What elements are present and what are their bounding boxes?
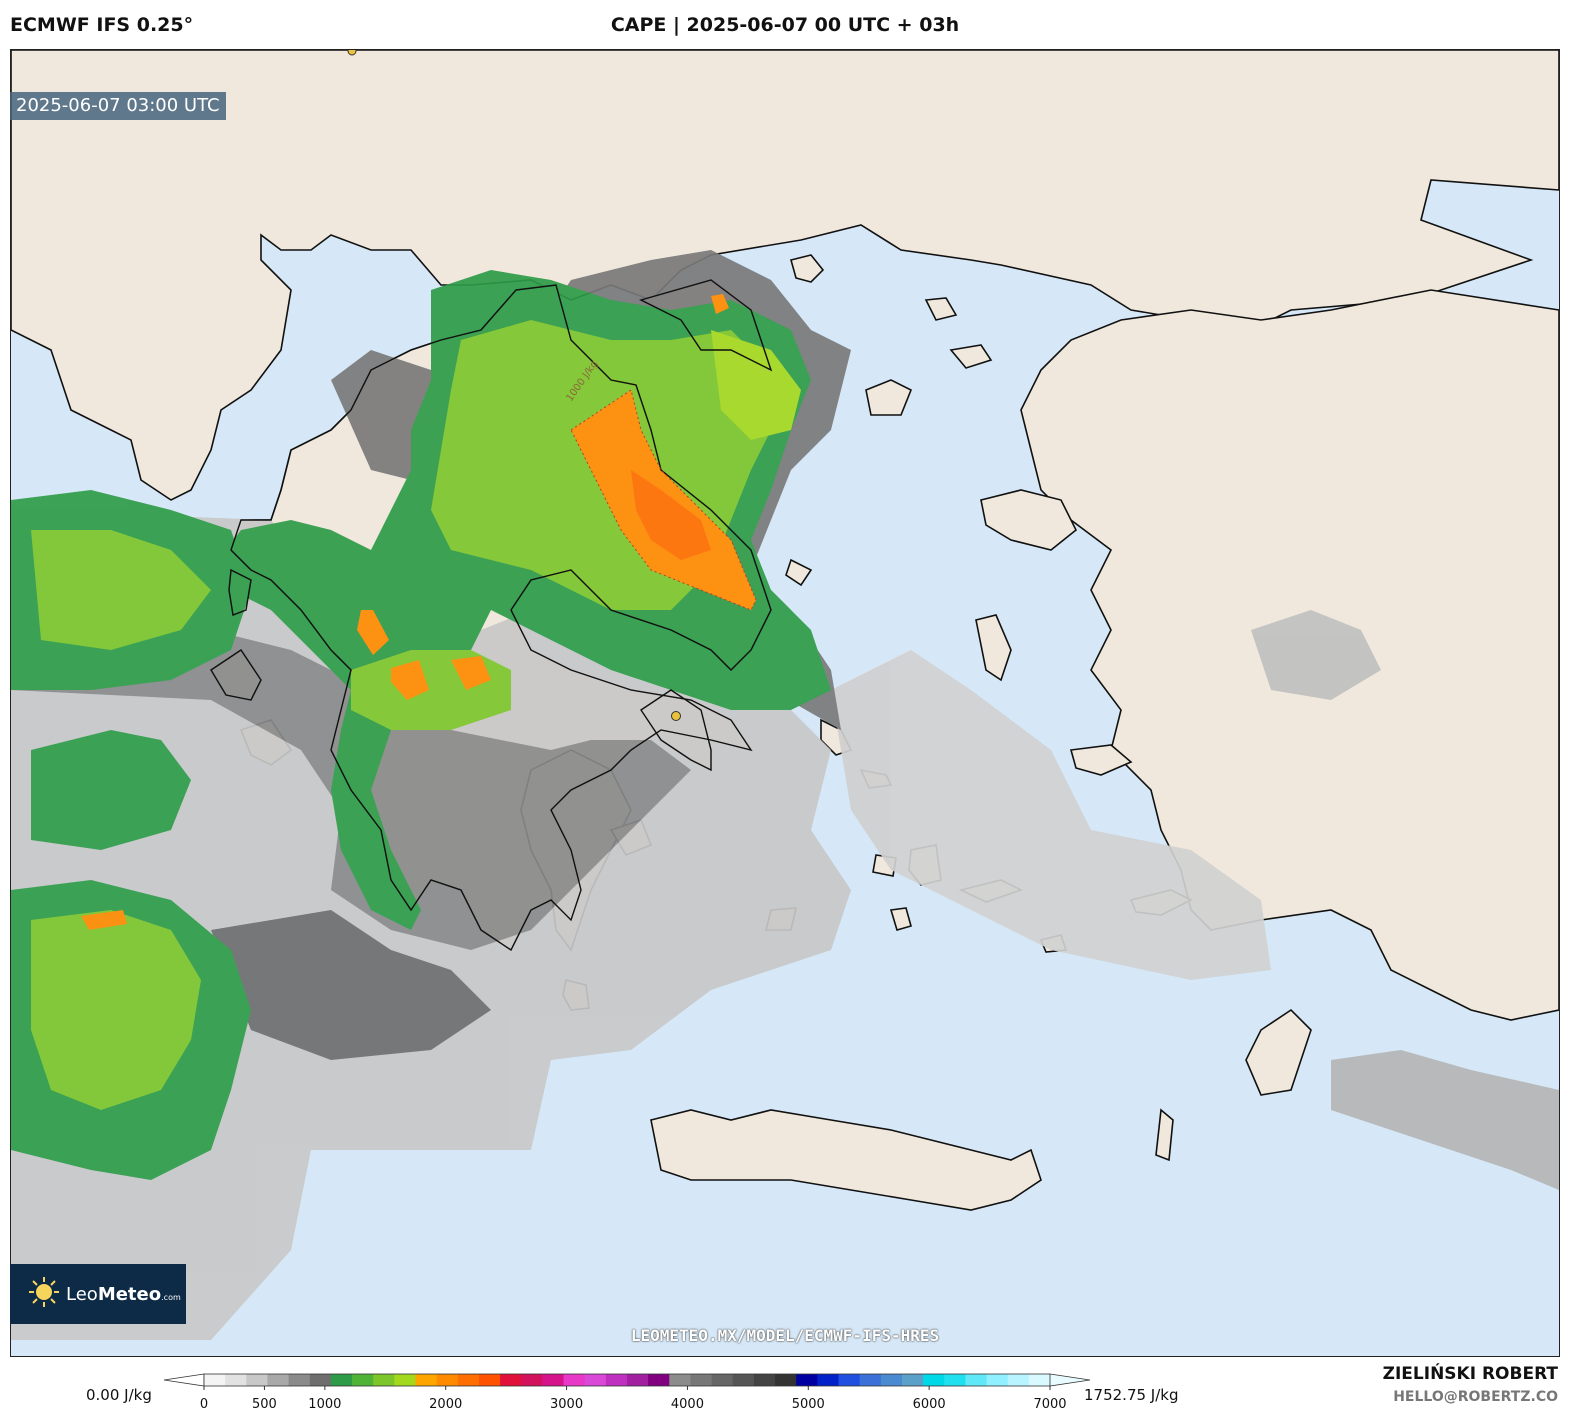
colorbar-swatch: [500, 1374, 522, 1386]
colorbar-swatch: [1028, 1374, 1051, 1386]
model-title: ECMWF IFS 0.25°: [10, 14, 194, 36]
map-frame[interactable]: 1000 J/kg: [10, 49, 1560, 1357]
colorbar-tick-label: 500: [252, 1397, 277, 1412]
cape-orange-west-3: [451, 656, 491, 690]
colorbar-swatch: [225, 1374, 247, 1386]
colorbar-swatch: [288, 1374, 311, 1386]
colorbar-tick-label: 4000: [671, 1397, 704, 1412]
colorbar-swatch: [627, 1374, 649, 1386]
cape-orange-core: [631, 470, 711, 560]
colorbar-swatch: [817, 1374, 839, 1386]
colorbar-swatch: [796, 1374, 818, 1386]
colorbar-swatch: [732, 1374, 755, 1386]
colorbar-swatch: [775, 1374, 797, 1386]
valid-time-badge: 2025-06-07 03:00 UTC: [10, 92, 226, 120]
cape-low-se: [1331, 1050, 1559, 1190]
colorbar-swatch: [711, 1374, 734, 1386]
colorbar-tick-label: 2000: [429, 1397, 462, 1412]
colorbar-swatch: [521, 1374, 543, 1386]
colorbar-swatch: [267, 1374, 290, 1386]
colorbar-min-arrow: [163, 1373, 205, 1387]
cape-orange-west-1: [357, 610, 389, 655]
colorbar-swatch: [690, 1374, 713, 1386]
colorbar-swatch: [542, 1374, 565, 1386]
cape-low-east: [831, 650, 1271, 980]
colorbar-swatch: [330, 1374, 353, 1386]
land-island-chios: [975, 614, 1012, 682]
city-marker-north: [347, 50, 357, 56]
cape-low-anatolia: [1251, 610, 1381, 700]
colorbar-swatch: [1007, 1374, 1030, 1386]
map-canvas: 1000 J/kg: [11, 50, 1559, 1340]
land-island-santorini: [889, 907, 912, 931]
cape-orange-east: [711, 294, 729, 314]
cape-dark-southwest: [211, 910, 491, 1060]
colorbar-swatch: [204, 1374, 226, 1386]
colorbar-swatch: [478, 1374, 501, 1386]
colorbar-swatch: [394, 1374, 416, 1386]
land-island-samothrace: [924, 297, 958, 321]
colorbar-swatch: [246, 1374, 268, 1386]
colorbar-swatch: [457, 1374, 480, 1386]
colorbar-swatch: [415, 1374, 438, 1386]
legend-min-label: 0.00 J/kg: [86, 1386, 152, 1404]
cape-orange-west-2: [391, 660, 429, 700]
colorbar-tick-label: 7000: [1033, 1397, 1066, 1412]
land-island-imbros: [949, 344, 993, 369]
land-island-skyros: [785, 558, 813, 587]
colorbar: 0 500 1000 2000 3000 4000 5000 6000 7000: [162, 1372, 1094, 1420]
colorbar-swatch: [901, 1374, 924, 1386]
colorbar-swatch: [669, 1374, 691, 1386]
colorbar-swatch: [648, 1374, 670, 1386]
colorbar-tick-label: 1000: [308, 1397, 341, 1412]
land-island-thasos: [790, 254, 825, 283]
leometeo-logo[interactable]: LeoMeteo .com: [10, 1264, 186, 1324]
land-island-rhodes: [1245, 1008, 1312, 1096]
land-island-lesbos: [980, 489, 1078, 551]
land-island-lemnos: [865, 379, 913, 416]
author-contact[interactable]: HELLO@ROBERTZ.CO: [1393, 1389, 1558, 1405]
colorbar-swatch: [352, 1374, 374, 1386]
colorbar-outline: [203, 1373, 1051, 1387]
contour-1000: [570, 389, 757, 611]
cape-lightgreen-east: [711, 330, 801, 440]
colorbar-swatch: [838, 1374, 861, 1386]
logo-domain: .com: [161, 1292, 181, 1302]
colorbar-swatch: [563, 1374, 586, 1386]
colorbar-tick-label: 5000: [792, 1397, 825, 1412]
colorbar-swatch: [605, 1374, 628, 1386]
sun-icon: [28, 1276, 60, 1312]
land-island-samos: [1069, 744, 1133, 776]
colorbar-swatch: [309, 1374, 332, 1386]
colorbar-tick-label: 3000: [550, 1397, 583, 1412]
land-crete: [650, 1109, 1042, 1211]
logo-wordmark: LeoMeteo: [66, 1283, 162, 1305]
colorbar-max-arrow: [1049, 1373, 1091, 1387]
colorbar-swatch: [986, 1374, 1009, 1386]
colorbar-swatch: [944, 1374, 966, 1386]
author-name: ZIELIŃSKI ROBERT: [1382, 1364, 1558, 1384]
colorbar-swatch: [859, 1374, 882, 1386]
cape-green-mid-west: [31, 730, 191, 850]
coastlines: [210, 279, 773, 952]
colorbar-swatch: [923, 1374, 945, 1386]
cape-orange-southwest: [81, 910, 127, 930]
colorbar-swatch: [965, 1374, 988, 1386]
source-watermark: LEOMETEO.MX/MODEL/ECMWF-IFS-HRES: [630, 1326, 940, 1345]
colorbar-tick-label: 0: [200, 1397, 208, 1412]
colorbar-swatch: [373, 1374, 395, 1386]
colorbar-swatch: [584, 1374, 607, 1386]
cape-lightgreen-west: [31, 530, 211, 650]
colorbar-swatch: [753, 1374, 776, 1386]
city-marker-athens: [671, 711, 681, 721]
cape-lightgreen-center: [351, 650, 511, 730]
land-island-karpathos: [1155, 1108, 1174, 1162]
chart-title: CAPE | 2025-06-07 00 UTC + 03h: [610, 14, 960, 36]
cape-lightgreen-southwest: [31, 910, 201, 1110]
legend-max-label: 1752.75 J/kg: [1084, 1386, 1179, 1404]
colorbar-swatch: [436, 1374, 459, 1386]
colorbar-swatch: [880, 1374, 903, 1386]
colorbar-tick-label: 6000: [913, 1397, 946, 1412]
